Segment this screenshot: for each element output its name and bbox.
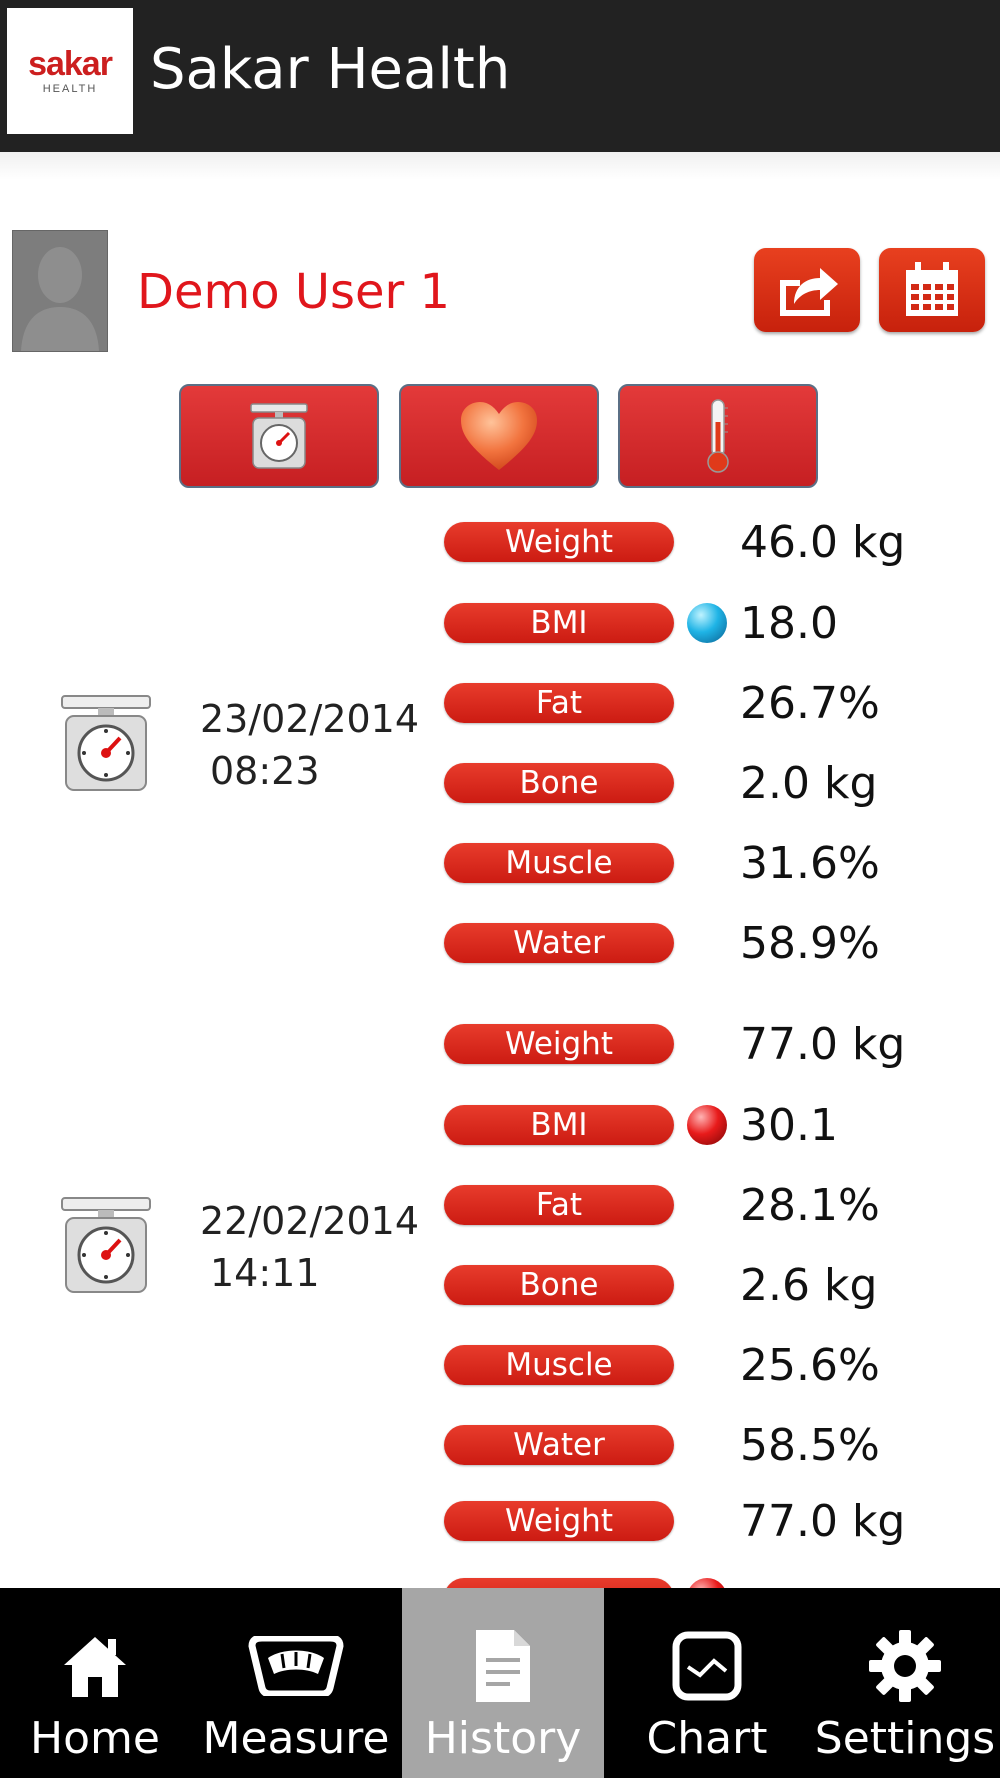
home-icon (60, 1624, 130, 1708)
calendar-button[interactable] (879, 248, 985, 332)
metric-value-water: 58.9% (740, 918, 880, 969)
nav-measure-label: Measure (202, 1713, 390, 1764)
nav-home-label: Home (30, 1713, 160, 1764)
metric-label-bmi: BMI (444, 1105, 674, 1145)
metric-value-bone: 2.6 kg (740, 1260, 878, 1311)
nav-home[interactable]: Home (0, 1588, 190, 1778)
metric-label-weight: Weight (444, 1024, 674, 1064)
logo-subtext: HEALTH (42, 83, 98, 95)
metric-value-bmi: 30.1 (740, 1100, 838, 1151)
nav-chart-label: Chart (646, 1713, 768, 1764)
scale-category-button[interactable] (179, 384, 379, 488)
avatar[interactable] (12, 230, 108, 352)
metric-value-weight: 77.0 kg (740, 1496, 906, 1547)
scale-dial-icon (246, 1624, 346, 1708)
thermometer-icon (707, 399, 729, 473)
record-date: 23/02/2014 (200, 697, 420, 741)
share-icon (780, 268, 838, 316)
thermometer-category-button[interactable] (618, 384, 818, 488)
bmi-indicator-icon (687, 1105, 727, 1145)
metric-label-water: Water (444, 923, 674, 963)
metric-label-weight: Weight (444, 522, 674, 562)
document-icon (474, 1624, 532, 1708)
metric-label-water: Water (444, 1425, 674, 1465)
metric-value-muscle: 25.6% (740, 1340, 880, 1391)
metric-value-bone: 2.0 kg (740, 758, 878, 809)
scale-icon (250, 403, 308, 469)
app-header: sakar HEALTH Sakar Health (0, 0, 1000, 154)
logo-text: sakar (28, 45, 113, 83)
record-date: 22/02/2014 (200, 1199, 420, 1243)
header-shadow (0, 152, 1000, 180)
nav-history[interactable]: History (402, 1588, 604, 1778)
app-logo: sakar HEALTH (7, 8, 133, 134)
metric-value-water: 58.5% (740, 1420, 880, 1471)
nav-measure[interactable]: Measure (190, 1588, 402, 1778)
metric-label-bmi-partial (444, 1578, 674, 1588)
user-name[interactable]: Demo User 1 (137, 264, 451, 320)
user-silhouette-icon (13, 231, 107, 351)
bmi-indicator-icon (687, 603, 727, 643)
record-time: 14:11 (210, 1251, 320, 1295)
metric-value-weight: 46.0 kg (740, 517, 906, 568)
metric-label-fat: Fat (444, 683, 674, 723)
nav-settings-label: Settings (814, 1713, 996, 1764)
heart-icon (461, 402, 537, 470)
bmi-indicator-icon (687, 1578, 727, 1588)
bottom-nav: Home Measure History Chart (0, 1588, 1000, 1778)
scale-icon (58, 1196, 154, 1294)
metric-value-muscle: 31.6% (740, 838, 880, 889)
metric-value-bmi: 18.0 (740, 598, 838, 649)
metric-label-muscle: Muscle (444, 843, 674, 883)
history-list[interactable]: 23/02/2014 08:23 Weight 46.0 kg BMI 18.0… (0, 0, 1000, 1588)
app-title: Sakar Health (150, 37, 511, 102)
metric-value-weight: 77.0 kg (740, 1019, 906, 1070)
metric-label-bone: Bone (444, 1265, 674, 1305)
share-button[interactable] (754, 248, 860, 332)
scale-icon (58, 694, 154, 792)
heart-category-button[interactable] (399, 384, 599, 488)
calendar-icon (906, 262, 958, 316)
nav-history-label: History (424, 1713, 582, 1764)
metric-value-fat: 26.7% (740, 678, 880, 729)
metric-label-bmi: BMI (444, 603, 674, 643)
record-time: 08:23 (210, 749, 320, 793)
chart-icon (672, 1624, 742, 1708)
nav-chart[interactable]: Chart (604, 1588, 810, 1778)
metric-label-muscle: Muscle (444, 1345, 674, 1385)
metric-label-weight: Weight (444, 1501, 674, 1541)
metric-label-bone: Bone (444, 763, 674, 803)
nav-settings[interactable]: Settings (810, 1588, 1000, 1778)
gear-icon (867, 1624, 943, 1708)
metric-label-fat: Fat (444, 1185, 674, 1225)
metric-value-fat: 28.1% (740, 1180, 880, 1231)
